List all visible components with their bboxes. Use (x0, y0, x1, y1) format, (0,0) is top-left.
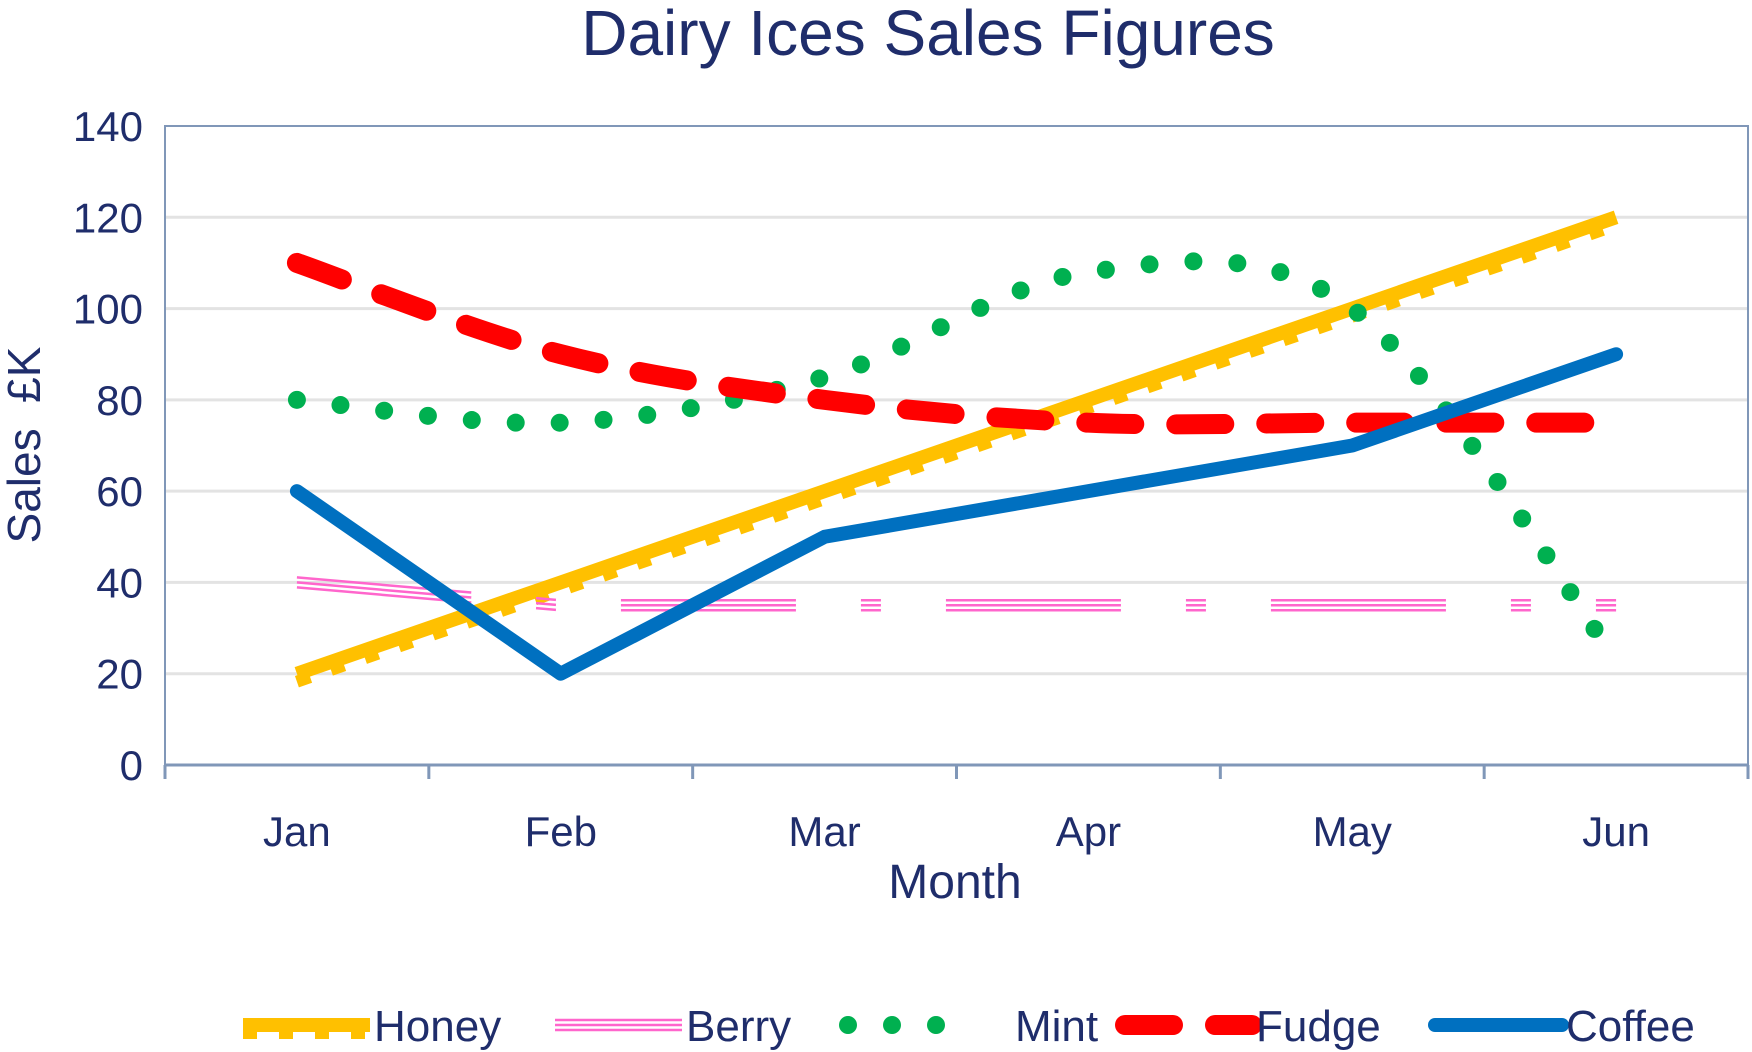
x-tick-label: Mar (788, 808, 860, 855)
x-tick-label: Jun (1582, 808, 1650, 855)
x-tick-label: May (1313, 808, 1392, 855)
berry-line-stroke (296, 576, 1617, 602)
legend-label: Mint (1015, 1002, 1098, 1051)
series-berry (296, 576, 1617, 612)
legend-label: Berry (686, 1002, 791, 1051)
series-fudge (286, 252, 1627, 435)
fudge-line (286, 252, 1627, 435)
legend-item-fudge: Fudge (1115, 1002, 1381, 1051)
legend-item-mint: Mint (839, 1002, 1098, 1051)
berry-line-stroke (296, 586, 1617, 612)
legend-label: Coffee (1566, 1002, 1695, 1051)
honey-tick-marks (294, 219, 1619, 688)
x-tick-label: Jan (263, 808, 331, 855)
legend: Honey Berry Mint Fudge Coffee (243, 1002, 1695, 1051)
y-tick-label: 120 (73, 194, 143, 241)
y-tick-label: 140 (73, 103, 143, 150)
y-tick-label: 0 (120, 742, 143, 789)
berry-line-stroke (296, 581, 1617, 607)
x-axis-label: Month (888, 856, 1021, 909)
y-axis-label: Sales £K (0, 346, 50, 543)
y-tick-label: 80 (96, 377, 143, 424)
y-tick-label: 100 (73, 286, 143, 333)
legend-label: Fudge (1256, 1002, 1381, 1051)
series-coffee (289, 347, 1624, 681)
x-tick-label: Apr (1056, 808, 1121, 855)
coffee-line (289, 347, 1624, 681)
y-tick-label: 60 (96, 468, 143, 515)
y-tick-label: 20 (96, 651, 143, 698)
legend-label: Honey (374, 1002, 501, 1051)
x-axis: Jan Feb Mar Apr May Jun (163, 763, 1750, 855)
y-axis: 0 20 40 60 80 100 120 140 (73, 103, 143, 789)
y-tick-label: 40 (96, 559, 143, 606)
chart-title: Dairy Ices Sales Figures (581, 0, 1275, 69)
legend-item-berry: Berry (555, 1002, 791, 1051)
honey-line (294, 210, 1619, 681)
legend-item-coffee: Coffee (1428, 1002, 1695, 1051)
legend-item-honey: Honey (243, 1002, 501, 1051)
series-honey (294, 210, 1619, 688)
x-tick-label: Feb (525, 808, 597, 855)
series-lines (286, 210, 1627, 688)
